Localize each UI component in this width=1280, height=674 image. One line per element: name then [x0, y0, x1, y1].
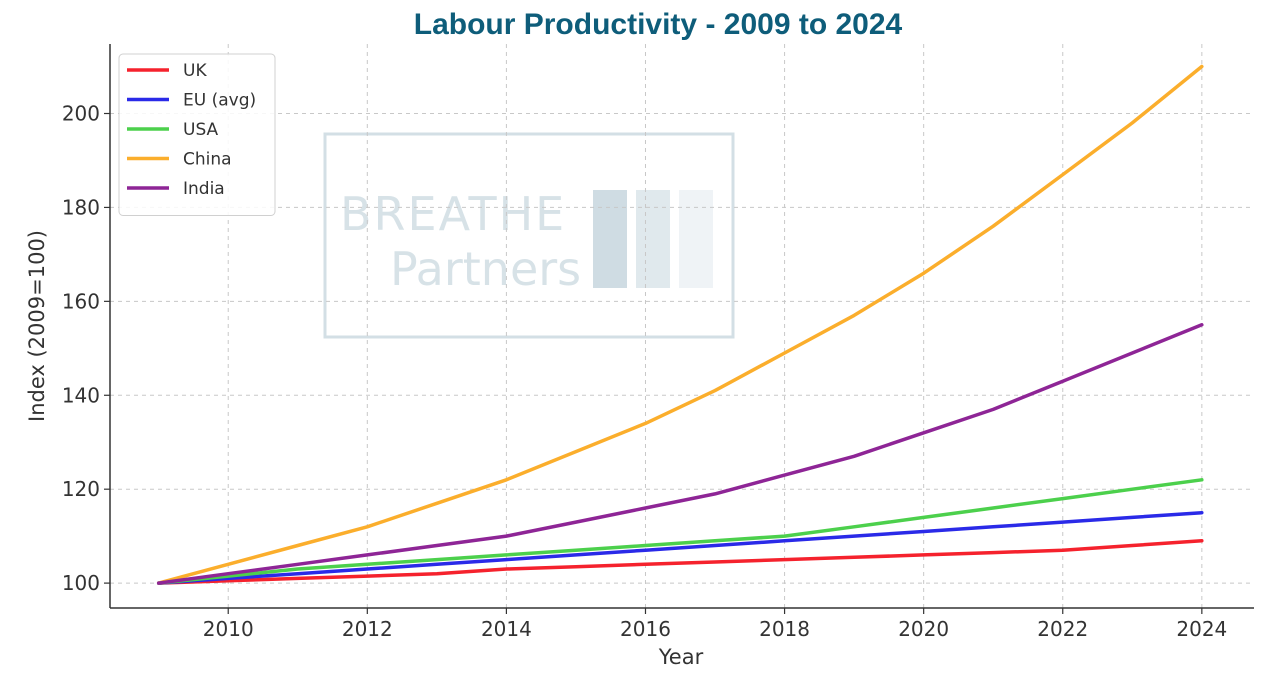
x-tick-label: 2018	[759, 617, 810, 641]
y-tick-label: 140	[62, 383, 100, 407]
x-tick-label: 2012	[342, 617, 393, 641]
watermark-bar-3	[679, 190, 713, 288]
x-axis-label: Year	[658, 645, 704, 669]
y-tick-label: 180	[62, 195, 100, 219]
x-tick-label: 2024	[1176, 617, 1227, 641]
x-tick-label: 2016	[620, 617, 671, 641]
watermark-bar-2	[636, 190, 670, 288]
series-line-india	[156, 323, 1204, 585]
watermark-logo: BREATHE Partners	[323, 132, 735, 339]
x-tick-label: 2020	[898, 617, 949, 641]
legend-label: UK	[183, 61, 207, 81]
chart-title: Labour Productivity - 2009 to 2024	[414, 8, 903, 41]
grid	[110, 44, 1254, 608]
legend-label: EU (avg)	[183, 91, 256, 111]
y-tick-label: 160	[62, 289, 100, 313]
watermark-line1: BREATHE	[340, 187, 566, 241]
watermark-line2: Partners	[390, 242, 581, 296]
x-tick-label: 2010	[203, 617, 254, 641]
x-tick-label: 2022	[1037, 617, 1088, 641]
series-line-uk	[156, 539, 1204, 585]
watermark-bar-1	[593, 190, 627, 288]
x-tick-label: 2014	[481, 617, 532, 641]
series-line-usa	[156, 478, 1204, 585]
x-ticks: 2010 2012 2014 2016 2018 2020 2022 2024	[203, 608, 1227, 641]
legend-label: China	[183, 150, 232, 170]
axes	[109, 44, 1254, 609]
legend-frame	[118, 53, 276, 216]
series-lines	[156, 64, 1204, 585]
legend: UK EU (avg) USA China India	[118, 53, 276, 216]
watermark-frame	[323, 132, 735, 339]
y-ticks: 100 120 140 160 180 200	[62, 102, 110, 595]
series-line-eu-avg	[156, 510, 1204, 585]
legend-label: India	[183, 179, 225, 199]
y-axis-label: Index (2009=100)	[25, 230, 49, 422]
series-line-china	[156, 64, 1204, 585]
y-tick-label: 100	[62, 571, 100, 595]
legend-label: USA	[183, 120, 219, 140]
y-tick-label: 120	[62, 477, 100, 501]
y-tick-label: 200	[62, 102, 100, 126]
